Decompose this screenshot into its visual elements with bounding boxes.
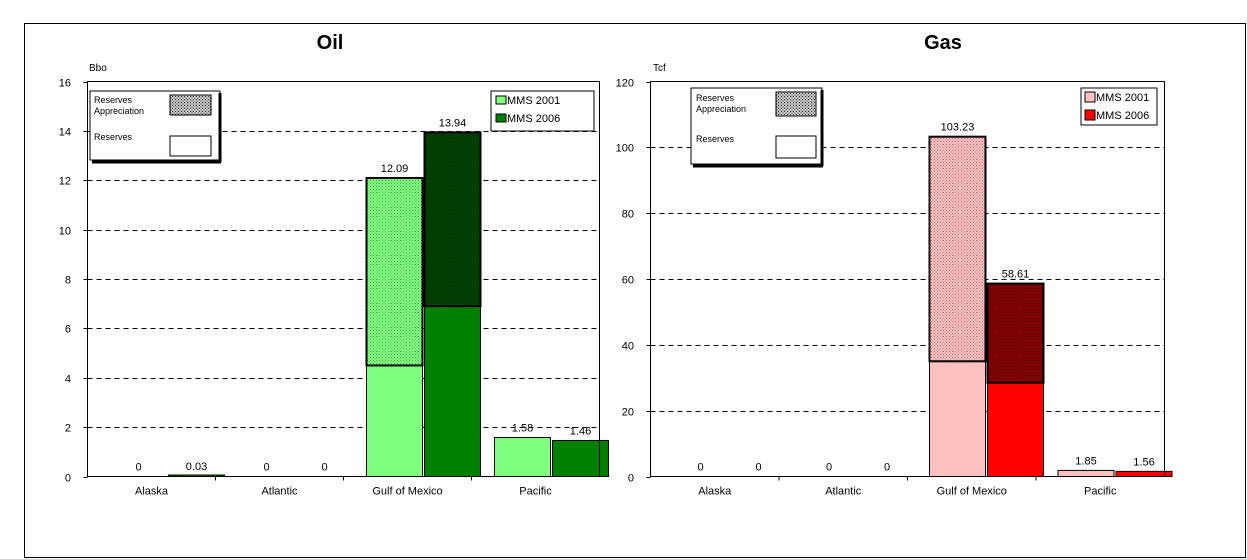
x-tick-label: Pacific [519,486,552,498]
legend-reserves: Reserves [94,132,133,142]
x-tick-label: Alaska [698,486,732,498]
data-label: 0.03 [186,461,207,473]
legend-swatch-mms-2006 [495,113,507,123]
x-tick-label: Atlantic [825,486,862,498]
y-axis-unit-label: Bbo [89,63,107,74]
y-tick-label: 80 [622,209,634,221]
plot-border [87,81,600,477]
oil-chart: Oil Bbo 0 2 4 6 8 10 12 14 16 0 0.03 0 0 12.09 13.94 1… [59,32,609,498]
data-label: 0 [697,462,703,474]
figure-frame: Oil Bbo 0 2 4 6 8 10 12 14 16 0 0.03 0 0 12.09 13.94 1… [24,23,1246,558]
bar-appreciation-mms-2001 [365,177,424,367]
bar-appreciation-mms-2006 [423,131,482,308]
y-tick-label: 8 [65,275,71,287]
data-label: 0 [135,462,141,474]
bar-appreciation-hatch [365,177,424,367]
data-label: 0 [263,462,269,474]
y-tick-label: 2 [65,423,71,435]
data-label: 58.61 [1002,269,1030,281]
gas-chart: Gas Tcf 0 20 40 60 80 100 120 0 0 0 0 103.23 58.61 1… [616,32,1173,498]
y-tick-label: 60 [622,275,634,287]
bar-reserves-mms-2001 [494,436,551,477]
legend-swatch-mms-2001 [1084,91,1096,103]
charts-canvas: Oil Bbo 0 2 4 6 8 10 12 14 16 0 0.03 0 0 12.09 13.94 1… [59,32,1173,498]
series-legend: MMS 2001 MMS 2006 [1080,87,1158,126]
legend-swatch-appreciation [775,91,817,117]
data-label: 0 [826,462,832,474]
legend-swatch-reserves [775,135,817,159]
bar-appreciation-hatch [423,131,482,308]
y-tick-label: 10 [59,226,71,238]
data-label: 1.85 [1075,455,1096,467]
data-label: 0 [884,462,890,474]
pattern-legend: Reserves Appreciation Reserves [89,90,222,164]
legend-label-mms-2001: MMS 2001 [507,95,560,107]
bar-appreciation-mms-2001 [928,135,987,363]
x-tick-label: Gulf of Mexico [937,486,1007,498]
x-tick-label: Pacific [1084,486,1117,498]
y-tick-label: 100 [616,143,634,155]
y-tick-label: 6 [65,324,71,336]
bar-reserves-mms-2001 [366,364,423,477]
data-label: 0 [321,462,327,474]
y-tick-label: 0 [65,473,71,485]
legend-swatch-mms-2001 [495,95,507,105]
legend-label-mms-2006: MMS 2006 [507,113,560,125]
y-axis-unit-label: Tcf [653,63,666,74]
data-label: 13.94 [439,117,467,129]
y-tick-label: 12 [59,176,71,188]
legend-reserves-appreciation: Reserves Appreciation [94,95,144,116]
legend-swatch-reserves [169,135,212,157]
bar-reserves-mms-2006 [552,439,609,477]
chart-title: Gas [924,32,962,54]
legend-reserves: Reserves [696,134,735,144]
data-label: 1.58 [512,422,533,434]
bar-appreciation-hatch [986,282,1045,384]
data-label: 1.46 [570,425,591,437]
bar-reserves-mms-2006 [1115,470,1173,477]
x-tick-label: Alaska [135,486,169,498]
y-tick-label: 20 [622,407,634,419]
data-label: 1.56 [1133,456,1154,468]
x-tick-label: Atlantic [261,486,298,498]
data-label: 0 [755,462,761,474]
bar-reserves-mms-2006 [424,305,481,477]
bar-reserves-mms-2001 [929,360,986,477]
bar-reserves-mms-2006 [987,382,1044,477]
pattern-legend: Reserves Appreciation Reserves [690,87,824,168]
legend-reserves-appreciation: Reserves Appreciation [696,93,746,114]
y-tick-label: 120 [616,78,634,90]
series-legend: MMS 2001 MMS 2006 [490,90,595,132]
x-tick-label: Gulf of Mexico [372,486,442,498]
bar-appreciation-mms-2006 [986,282,1045,384]
y-tick-label: 14 [59,127,71,139]
data-label: 103.23 [941,122,975,134]
y-tick-label: 40 [622,341,634,353]
bar-reserves-mms-2001 [1057,469,1115,478]
legend-label-mms-2001: MMS 2001 [1096,92,1149,104]
bar-appreciation-hatch [928,135,987,363]
legend-swatch-appreciation [169,94,212,116]
y-tick-label: 4 [65,374,71,386]
y-tick-label: 0 [628,473,634,485]
y-tick-label: 16 [59,78,71,90]
data-label: 12.09 [381,163,409,175]
plot-border [650,81,1165,477]
legend-label-mms-2006: MMS 2006 [1096,110,1149,122]
legend-swatch-mms-2006 [1084,109,1096,121]
chart-title: Oil [317,32,344,54]
